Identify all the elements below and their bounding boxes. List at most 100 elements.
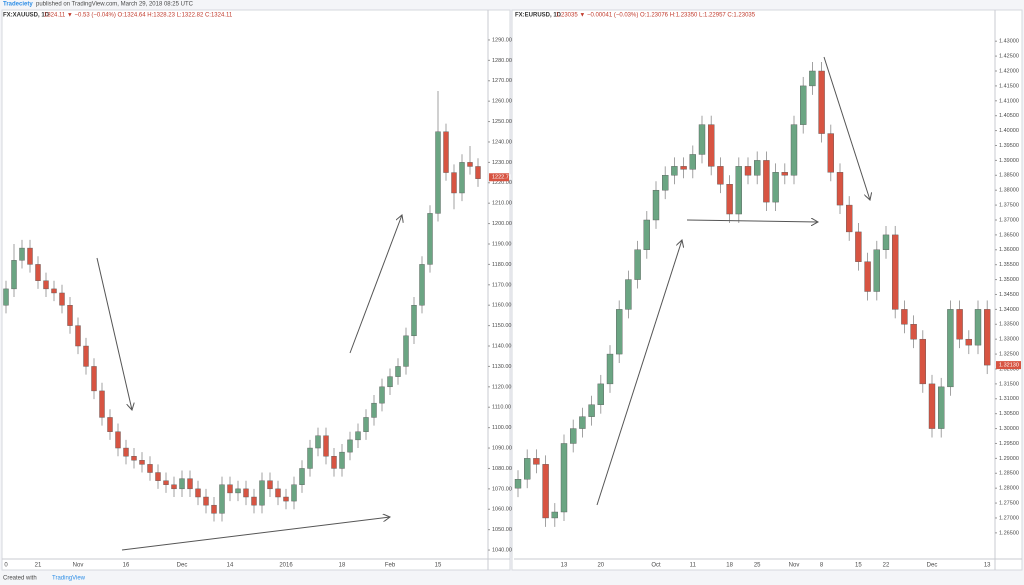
footer-created: Created with	[3, 576, 37, 582]
candle-body	[379, 386, 385, 404]
candle-body	[467, 162, 473, 167]
candle-body	[299, 468, 305, 485]
candle-body	[818, 70, 825, 134]
candle-body	[864, 261, 871, 292]
candle-body	[514, 479, 522, 489]
candle-body	[928, 383, 936, 429]
candle-body	[475, 166, 481, 179]
candle-body	[938, 386, 945, 429]
candle-body	[115, 431, 121, 449]
x-tick-label: Nov	[73, 563, 84, 569]
x-tick-label: 13	[984, 563, 991, 569]
candle-body	[836, 172, 844, 206]
y-tick-label: 1250.00	[492, 119, 512, 125]
candle-body	[43, 280, 49, 290]
x-tick-label: 8	[820, 563, 824, 569]
y-tick-label: 1.29500	[999, 441, 1019, 447]
x-tick-label: 21	[35, 563, 42, 569]
x-tick-label: 11	[690, 563, 697, 569]
x-tick-label: 14	[227, 563, 234, 569]
candle-body	[35, 264, 41, 281]
footer-brand[interactable]: TradingView	[52, 576, 86, 582]
y-tick-label: 1.32500	[999, 352, 1019, 358]
y-tick-label: 1.28000	[999, 486, 1019, 492]
y-tick-label: 1.30000	[999, 426, 1019, 432]
y-tick-label: 1190.00	[492, 241, 511, 247]
candle-body	[910, 324, 917, 340]
y-tick-label: 1.39500	[999, 143, 1019, 149]
candle-body	[251, 496, 257, 506]
candle-body	[708, 124, 715, 167]
y-tick-label: 1290.00	[492, 37, 512, 43]
last-price-box	[489, 173, 509, 182]
x-tick-label: 22	[883, 563, 890, 569]
y-tick-label: 1060.00	[492, 507, 512, 513]
author[interactable]: Tradeciety	[3, 2, 33, 8]
x-tick-label: 15	[855, 563, 862, 569]
x-tick-label: 2016	[279, 563, 293, 569]
candle-body	[443, 131, 449, 173]
quote: 1.23035 ▼ −0.00041 (−0.03%) O:1.23076 H:…	[556, 13, 756, 19]
x-tick-label: Feb	[385, 563, 396, 569]
candle-body	[846, 204, 853, 233]
candle-body	[171, 484, 177, 490]
candle-body	[451, 172, 457, 194]
candle-body	[855, 231, 862, 262]
candle-body	[179, 478, 185, 490]
y-tick-label: 1260.00	[492, 99, 512, 105]
candle-body	[67, 305, 73, 326]
y-tick-label: 1080.00	[492, 466, 512, 472]
y-tick-label: 1.31000	[999, 396, 1019, 402]
y-tick-label: 1.43000	[999, 39, 1019, 45]
candle-body	[579, 416, 586, 429]
candle-body	[726, 184, 733, 215]
y-tick-label: 1050.00	[492, 527, 512, 533]
y-tick-label: 1100.00	[492, 425, 511, 431]
y-tick-label: 1.36500	[999, 232, 1019, 238]
candle-body	[643, 219, 650, 250]
candle-body	[597, 383, 604, 405]
y-tick-label: 1090.00	[492, 445, 512, 451]
candle-body	[403, 335, 409, 367]
y-tick-label: 1280.00	[492, 58, 512, 64]
y-tick-label: 1.42500	[999, 54, 1019, 60]
candle-body	[371, 402, 377, 418]
y-tick-label: 1.38000	[999, 188, 1019, 194]
y-tick-label: 1.37500	[999, 203, 1019, 209]
candle-body	[203, 496, 209, 506]
symbol: FX:EURUSD, 1D	[515, 13, 562, 19]
arrow	[96, 257, 132, 410]
y-tick-label: 1.35000	[999, 277, 1019, 283]
candle-body	[882, 234, 890, 250]
candle-body	[427, 213, 433, 265]
x-tick-label: Nov	[789, 563, 800, 569]
last-price-label: 1222.71	[492, 175, 512, 181]
candle-body	[570, 428, 577, 444]
candle-body	[363, 417, 369, 432]
candle-body	[965, 338, 972, 346]
candle-body	[347, 439, 353, 453]
y-tick-label: 1170.00	[492, 282, 511, 288]
x-tick-label: 20	[597, 563, 604, 569]
candle-body	[315, 435, 321, 449]
candle-body	[259, 480, 265, 506]
arrow	[596, 240, 682, 506]
candle-body	[680, 166, 687, 170]
y-tick-label: 1.27000	[999, 515, 1019, 521]
y-tick-label: 1.34500	[999, 292, 1019, 298]
candle-body	[809, 70, 816, 87]
y-tick-label: 1.32000	[999, 366, 1019, 372]
candle-body	[147, 464, 153, 473]
y-tick-label: 1.34000	[999, 307, 1019, 313]
y-tick-label: 1.33000	[999, 337, 1019, 343]
y-tick-label: 1130.00	[492, 364, 511, 370]
candle-body	[99, 390, 105, 418]
x-tick-label: 18	[339, 563, 346, 569]
candle-body	[227, 484, 233, 494]
y-tick-label: 1230.00	[492, 160, 512, 166]
candle-body	[323, 435, 329, 457]
candle-body	[387, 376, 393, 388]
candle-body	[59, 292, 65, 306]
y-tick-label: 1.36000	[999, 247, 1019, 253]
